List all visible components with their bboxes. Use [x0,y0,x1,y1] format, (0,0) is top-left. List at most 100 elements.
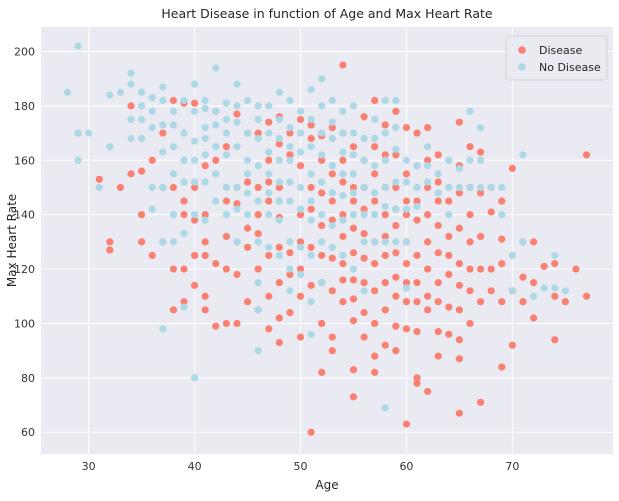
no-disease-point [286,265,294,273]
no-disease-point [349,189,358,197]
disease-point [551,292,559,300]
disease-point [392,221,400,230]
no-disease-point [275,115,283,124]
disease-point [381,211,389,219]
no-disease-point [402,205,411,213]
disease-point [212,260,220,268]
no-disease-point [339,129,347,137]
disease-point [551,336,559,344]
no-disease-point [381,183,389,192]
no-disease-point [360,238,368,246]
x-tick-labels: 30 40 50 60 70 [82,460,520,473]
disease-point [498,197,506,205]
disease-point [201,292,209,300]
disease-point [360,205,368,213]
no-disease-point [519,238,527,246]
disease-point [455,281,464,289]
disease-point [254,211,262,219]
disease-point [233,319,241,328]
no-disease-point [180,156,188,164]
no-disease-point [286,156,294,164]
no-disease-point [148,183,156,192]
disease-point [445,232,453,241]
disease-point [392,249,400,257]
disease-point [434,249,442,257]
no-disease-point [148,124,156,132]
no-disease-point [148,205,156,213]
no-disease-point [201,151,209,159]
no-disease-point [392,145,400,153]
no-disease-point [381,404,389,412]
no-disease-point [212,197,220,205]
disease-point [476,298,485,306]
no-disease-point [254,279,262,287]
no-disease-point [402,178,411,186]
no-disease-point [180,178,188,186]
disease-point [339,211,347,219]
no-disease-point [169,143,178,151]
no-disease-point [360,134,368,143]
no-disease-point [243,156,252,164]
disease-point [286,270,294,279]
disease-point [519,273,527,281]
no-disease-point [318,279,326,287]
disease-point [424,156,432,164]
no-disease-point [180,230,188,238]
disease-point [434,197,442,205]
points-layer [63,42,591,436]
disease-point [402,298,411,306]
disease-point [201,162,209,170]
no-disease-point [159,238,167,246]
no-disease-point [296,243,305,251]
no-disease-point [381,202,389,211]
no-disease-point [74,129,82,137]
disease-point [349,393,358,401]
disease-point [138,167,146,175]
disease-point [265,156,273,164]
no-disease-point [169,238,178,246]
disease-point [307,243,315,251]
no-disease-point [349,170,358,178]
disease-point [402,170,411,178]
no-disease-point [190,178,199,186]
no-disease-point [127,115,135,124]
disease-point [476,265,485,273]
no-disease-point [254,162,262,170]
disease-point [466,265,474,273]
no-disease-point [286,238,294,246]
disease-point [424,211,432,219]
no-disease-point [498,211,506,219]
disease-point [307,183,315,192]
legend-marker-no-disease [518,63,526,71]
disease-point [180,211,188,219]
no-disease-point [201,124,209,132]
disease-point [275,243,283,251]
disease-point [413,216,421,224]
disease-point [424,306,432,314]
disease-point [339,260,347,268]
disease-point [296,238,305,246]
disease-point [582,292,591,300]
no-disease-point [233,143,241,151]
no-disease-point [339,170,347,178]
no-disease-point [381,129,389,137]
no-disease-point [190,211,199,219]
no-disease-point [349,265,358,273]
disease-point [529,238,538,246]
no-disease-point [222,183,230,192]
y-tick-label: 140 [14,209,35,222]
disease-point [349,197,358,205]
no-disease-point [190,137,199,145]
no-disease-point [275,134,283,143]
disease-point [487,287,495,295]
x-tick-label: 50 [294,460,308,473]
no-disease-point [445,183,453,192]
disease-point [582,151,591,159]
disease-point [392,347,400,355]
disease-point [434,328,442,336]
no-disease-point [233,80,241,88]
disease-point [349,143,358,151]
disease-point [381,279,389,287]
disease-point [402,197,411,205]
no-disease-point [307,197,315,205]
